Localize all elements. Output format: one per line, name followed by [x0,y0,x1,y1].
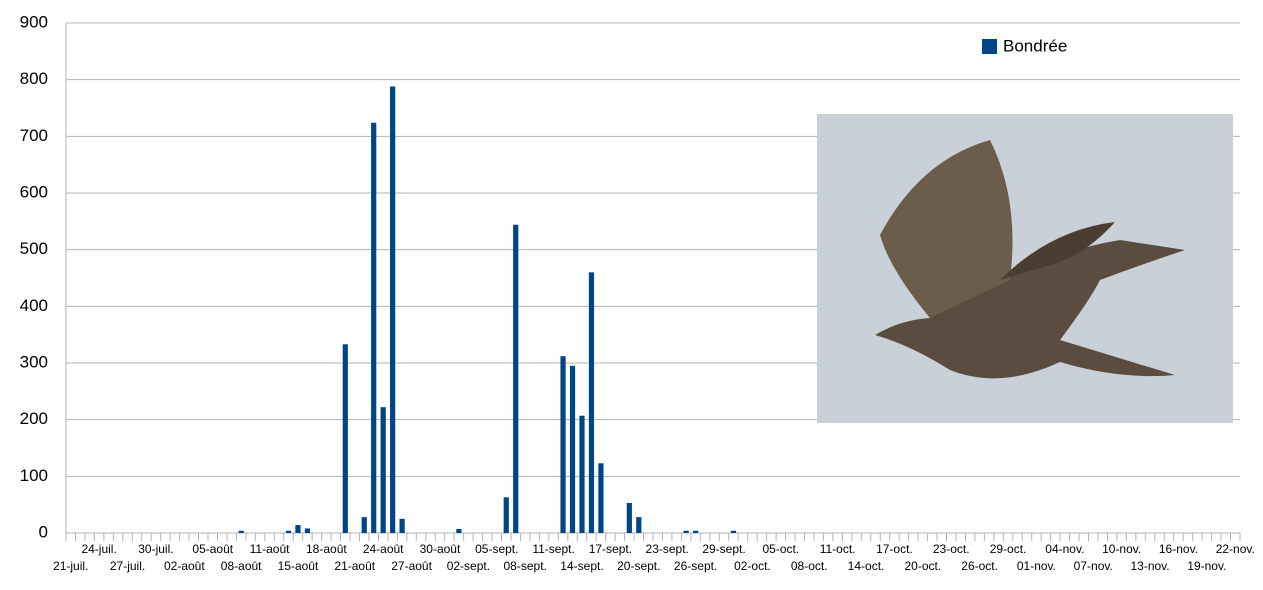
x-tick-label: 29-sept. [702,542,745,556]
bar [305,528,310,533]
photo [817,114,1233,423]
x-tick-label: 22-nov. [1216,542,1255,556]
bar [504,497,509,533]
y-tick-label: 400 [20,296,48,315]
bar [627,503,632,533]
bar [560,356,565,533]
bar [390,86,395,533]
x-tick-label: 21-août [334,559,375,573]
x-tick-label: 19-nov. [1187,559,1226,573]
bar [570,366,575,533]
x-tick-label: 11-oct. [820,542,856,556]
x-tick-label: 05-oct. [762,542,799,556]
y-tick-label: 700 [20,126,48,145]
x-tick-label: 14-oct. [848,559,885,573]
bar [381,407,386,533]
x-tick-label: 23-sept. [646,542,689,556]
x-tick-label: 14-sept. [560,559,603,573]
x-tick-label: 26-oct. [961,559,998,573]
bar [589,272,594,533]
x-tick-label: 13-nov. [1130,559,1169,573]
x-tick-label: 02-oct. [734,559,771,573]
legend-label: Bondrée [1003,36,1067,55]
legend-swatch [982,39,997,54]
bar [239,531,244,533]
x-tick-label: 17-sept. [589,542,632,556]
y-tick-label: 600 [20,182,48,201]
x-tick-label: 11-août [250,542,290,556]
bar [636,517,641,533]
x-tick-label: 24-juil. [81,542,116,556]
y-tick-label: 500 [20,239,48,258]
x-tick-label: 08-oct. [791,559,828,573]
x-tick-label: 24-août [363,542,404,556]
x-tick-label: 21-juil. [53,559,88,573]
bar [513,225,518,533]
x-tick-label: 27-juil. [110,559,145,573]
x-tick-label: 23-oct. [933,542,970,556]
x-tick-label: 04-nov. [1045,542,1084,556]
y-tick-label: 900 [20,12,48,31]
x-tick-label: 11-sept. [532,542,574,556]
x-tick-label: 05-août [192,542,233,556]
bar [343,344,348,533]
x-tick-label: 18-août [306,542,347,556]
bar [400,519,405,533]
y-tick-label: 800 [20,69,48,88]
bar [456,529,461,533]
x-tick-label: 26-sept. [674,559,717,573]
bar [684,531,689,533]
bar [371,123,376,533]
y-tick-label: 0 [39,522,48,541]
bar [295,525,300,533]
bar [693,531,698,533]
x-tick-label: 01-nov. [1017,559,1056,573]
y-tick-label: 100 [20,466,48,485]
x-tick-label: 20-sept. [617,559,660,573]
bar [362,517,367,533]
x-tick-label: 08-août [221,559,262,573]
x-tick-label: 10-nov. [1102,542,1141,556]
x-tick-label: 08-sept. [504,559,547,573]
x-tick-label: 29-oct. [990,542,1027,556]
x-tick-label: 16-nov. [1159,542,1198,556]
x-tick-label: 05-sept. [475,542,518,556]
y-tick-label: 200 [20,409,48,428]
bar [731,531,736,533]
x-tick-label: 17-oct. [876,542,913,556]
x-tick-label: 02-sept. [447,559,490,573]
x-tick-label: 02-août [164,559,205,573]
x-tick-label: 30-août [420,542,461,556]
bar [598,463,603,533]
x-tick-label: 27-août [391,559,432,573]
y-tick-label: 300 [20,352,48,371]
bar [579,416,584,533]
x-tick-label: 15-août [278,559,319,573]
x-tick-label: 30-juil. [138,542,173,556]
x-tick-label: 07-nov. [1074,559,1113,573]
x-tick-label: 20-oct. [904,559,941,573]
bar [286,531,291,533]
chart: 0 100 200 300 400 500 600 700 800 900 21-juil. 24-j… [0,0,1263,585]
